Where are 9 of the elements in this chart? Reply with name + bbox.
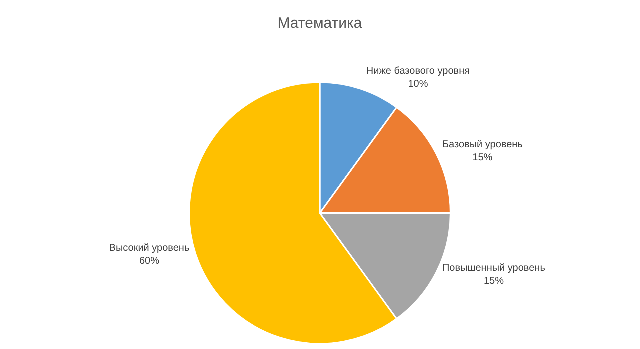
data-label: 60% (139, 256, 160, 267)
slice-label: Базовый уровень (442, 139, 523, 150)
data-label: 10% (408, 79, 428, 90)
slice-label: Высокий уровень (109, 242, 190, 254)
slice-label: Повышенный уровень (442, 263, 546, 274)
data-label: 15% (472, 152, 493, 164)
slice-label: Ниже базового уровня (366, 66, 470, 78)
data-label: 15% (484, 276, 504, 288)
chart-title: Математика (278, 14, 363, 32)
